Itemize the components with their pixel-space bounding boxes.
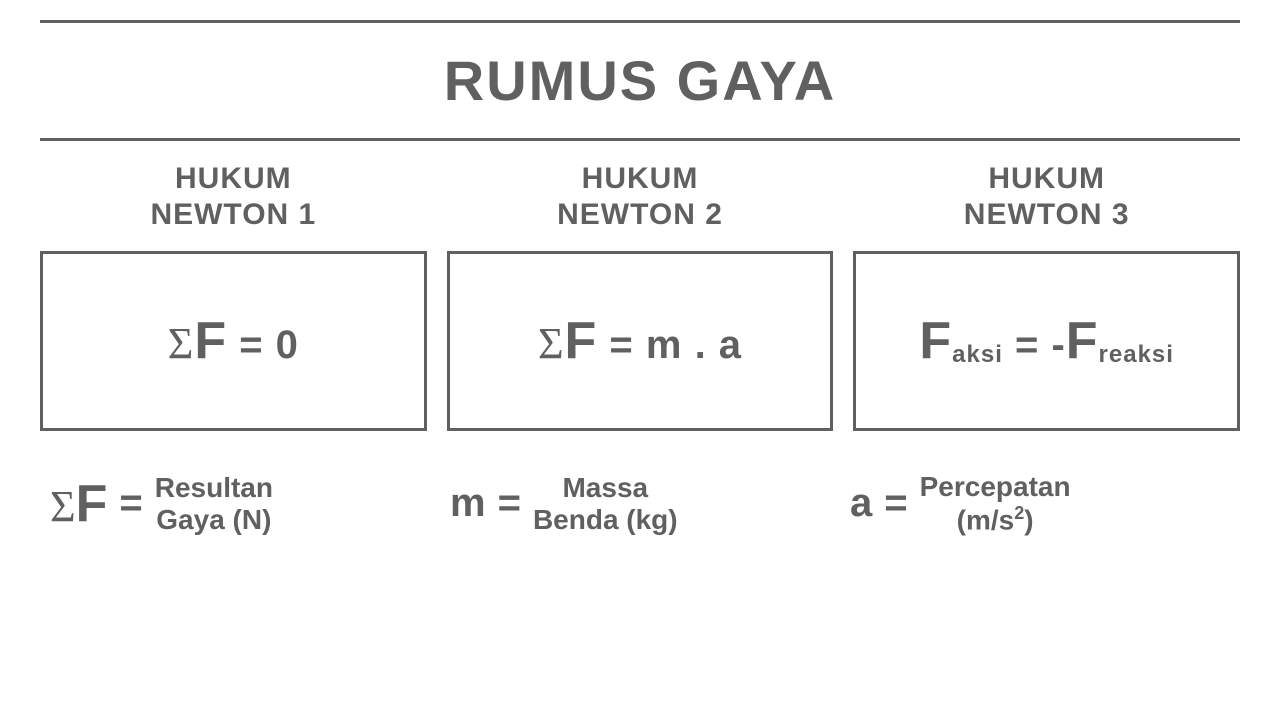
top-rule xyxy=(40,20,1240,23)
legend-2-desc: Massa Benda (kg) xyxy=(533,472,678,536)
formula-1-rest: = 0 xyxy=(227,323,299,367)
column-title-1-line2: NEWTON 1 xyxy=(150,198,316,231)
formula-2-rest: = m . a xyxy=(597,323,742,367)
formula-3: Faksi = -Freaksi xyxy=(919,311,1174,371)
legend-resultan-gaya: ΣF = Resultan Gaya (N) xyxy=(50,471,430,537)
legend-1-eq: = xyxy=(119,481,142,526)
main-title: RUMUS GAYA xyxy=(40,48,1240,113)
column-title-2: HUKUM NEWTON 2 xyxy=(557,161,723,233)
formula-1: ΣF = 0 xyxy=(168,311,299,371)
sigma-icon: Σ xyxy=(50,482,76,531)
legend-percepatan: a = Percepatan (m/s2) xyxy=(850,471,1230,537)
legend-2-symbol: m xyxy=(450,481,486,526)
legend-3-desc: Percepatan (m/s2) xyxy=(920,471,1071,537)
column-title-2-line2: NEWTON 2 xyxy=(557,198,723,231)
legend-3-desc-line2-post: ) xyxy=(1024,505,1033,536)
legend-3-desc-line2-pre: (m/s xyxy=(957,505,1015,536)
columns-container: HUKUM NEWTON 1 ΣF = 0 HUKUM NEWTON 2 ΣF … xyxy=(40,161,1240,431)
column-title-1: HUKUM NEWTON 1 xyxy=(150,161,316,233)
formula-3-f1: F xyxy=(919,312,952,370)
column-title-1-line1: HUKUM xyxy=(175,162,292,195)
legend-2-desc-line2: Benda (kg) xyxy=(533,504,678,535)
sigma-icon: Σ xyxy=(538,319,565,368)
column-newton-2: HUKUM NEWTON 2 ΣF = m . a xyxy=(447,161,834,431)
formula-box-3: Faksi = -Freaksi xyxy=(853,251,1240,431)
formula-3-mid: = - xyxy=(1003,323,1066,367)
formula-2-f: F xyxy=(565,312,598,370)
formula-box-1: ΣF = 0 xyxy=(40,251,427,431)
formula-3-sub2: reaksi xyxy=(1099,341,1174,368)
legend-1-desc: Resultan Gaya (N) xyxy=(155,472,273,536)
formula-3-sub1: aksi xyxy=(952,341,1003,368)
legend-1-desc-line1: Resultan xyxy=(155,472,273,503)
column-title-3: HUKUM NEWTON 3 xyxy=(964,161,1130,233)
column-title-3-line2: NEWTON 3 xyxy=(964,198,1130,231)
column-newton-3: HUKUM NEWTON 3 Faksi = -Freaksi xyxy=(853,161,1240,431)
legend-2-eq: = xyxy=(498,481,521,526)
mid-rule xyxy=(40,138,1240,141)
legend-3-eq: = xyxy=(884,481,907,526)
legends-container: ΣF = Resultan Gaya (N) m = Massa Benda (… xyxy=(40,471,1240,537)
legend-massa: m = Massa Benda (kg) xyxy=(450,471,830,537)
legend-1-desc-line2: Gaya (N) xyxy=(156,504,271,535)
column-title-2-line1: HUKUM xyxy=(582,162,699,195)
formula-2: ΣF = m . a xyxy=(538,311,742,371)
formula-box-2: ΣF = m . a xyxy=(447,251,834,431)
legend-3-desc-line2-sup: 2 xyxy=(1014,503,1024,523)
legend-3-desc-line1: Percepatan xyxy=(920,471,1071,502)
legend-1-symbol: ΣF xyxy=(50,474,107,534)
column-title-3-line1: HUKUM xyxy=(988,162,1105,195)
legend-3-symbol: a xyxy=(850,481,872,526)
formula-3-f2: F xyxy=(1066,312,1099,370)
formula-1-f: F xyxy=(194,312,227,370)
legend-1-f: F xyxy=(76,475,108,533)
sigma-icon: Σ xyxy=(168,319,195,368)
column-newton-1: HUKUM NEWTON 1 ΣF = 0 xyxy=(40,161,427,431)
legend-2-desc-line1: Massa xyxy=(562,472,648,503)
